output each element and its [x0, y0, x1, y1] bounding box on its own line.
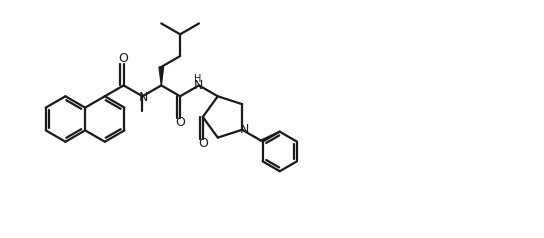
Text: N: N — [139, 91, 148, 104]
Text: N: N — [239, 123, 249, 136]
Text: H: H — [194, 74, 202, 84]
Text: N: N — [193, 79, 203, 92]
Polygon shape — [159, 67, 164, 85]
Text: O: O — [198, 137, 208, 150]
Text: O: O — [119, 52, 128, 65]
Text: O: O — [175, 116, 185, 129]
